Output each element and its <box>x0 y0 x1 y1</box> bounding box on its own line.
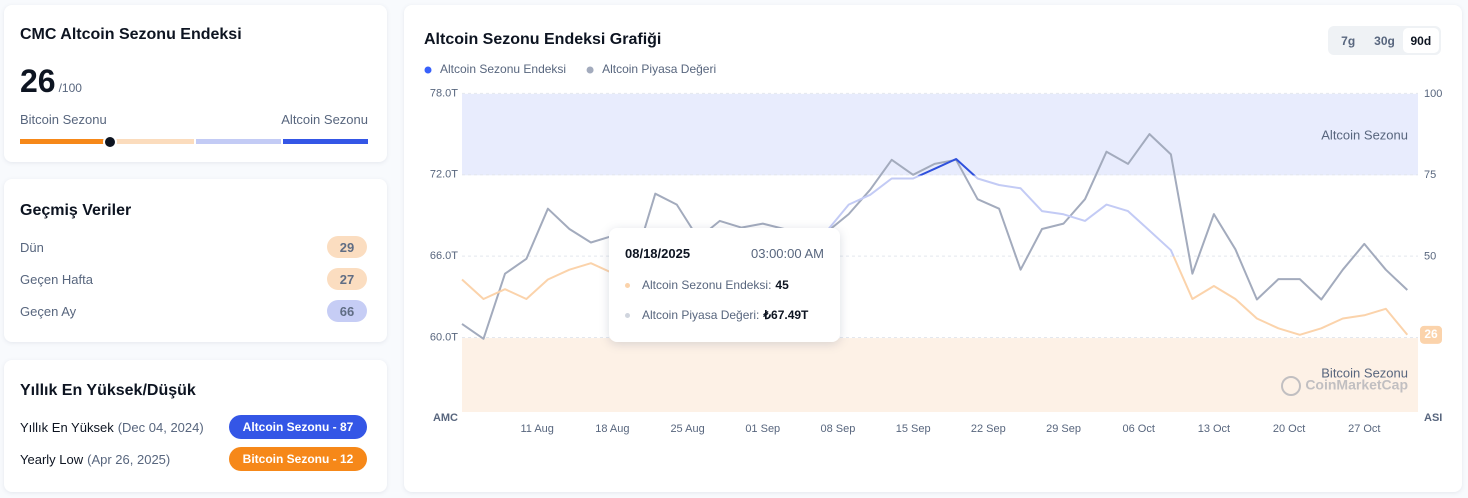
yearly-row: Yıllık En Yüksek (Dec 04, 2024) Altcoin Se… <box>20 415 367 439</box>
tooltip-dot <box>625 312 630 318</box>
summary-score: 26 /100 <box>20 63 82 100</box>
score-value: 26 <box>20 63 56 99</box>
y2-tick-label: 50 <box>1424 251 1436 263</box>
yearly-text: Yıllık En Yüksek (Dec 04, 2024) <box>20 420 204 435</box>
gauge-segment <box>109 139 194 144</box>
tooltip-value: 45 <box>775 278 789 292</box>
range-button[interactable]: 90d <box>1402 28 1439 53</box>
x-tick-label: 29 Sep <box>1046 423 1081 435</box>
x-tick-label: 13 Oct <box>1198 423 1230 435</box>
history-label: Geçen Hafta <box>20 271 93 287</box>
score-scale: /100 <box>58 81 82 95</box>
yearly-date: (Dec 04, 2024) <box>117 419 204 435</box>
yearly-label: Yıllık En Yüksek <box>20 419 114 435</box>
history-badge: 27 <box>327 268 367 290</box>
y-tick-label: 66.0T <box>430 250 458 262</box>
history-badge: 66 <box>327 300 367 322</box>
tooltip-date: 08/18/2025 <box>625 246 691 261</box>
gauge-marker <box>103 135 118 149</box>
series-line <box>461 158 1409 336</box>
y-axis-label: AMC <box>433 412 458 424</box>
range-button[interactable]: 7g <box>1341 33 1356 48</box>
history-label: Geçen Ay <box>20 303 77 319</box>
tooltip-row: Altcoin Piyasa Değeri: ₺67.49T <box>625 308 808 322</box>
chart-card: Altcoin Sezonu Endeksi Grafiği Altcoin S… <box>404 5 1462 492</box>
x-tick-label: 22 Sep <box>971 423 1006 435</box>
gauge <box>20 135 368 149</box>
history-badge: 29 <box>327 236 367 258</box>
y2-axis-label: ASI <box>1424 412 1442 424</box>
x-tick-label: 18 Aug <box>595 423 629 435</box>
x-tick-label: 08 Sep <box>821 423 856 435</box>
x-tick-label: 11 Aug <box>520 423 553 435</box>
yearly-date: (Apr 26, 2025) <box>87 451 171 467</box>
history-label: Dün <box>20 239 44 255</box>
history-row: Geçen Hafta 27 <box>20 267 367 291</box>
y-tick-label: 78.0T <box>430 87 458 99</box>
gauge-segment <box>20 139 107 144</box>
watermark-logo <box>1281 376 1301 396</box>
history-card: Geçmiş Veriler Dün 29 Geçen Hafta 27 Geçen A… <box>4 179 387 342</box>
yearly-badge: Bitcoin Sezonu - 12 <box>229 447 367 471</box>
yearly-title: Yıllık En Yüksek/Düşük <box>20 382 196 399</box>
history-row: Dün 29 <box>20 235 367 259</box>
y2-tick-label: 100 <box>1424 88 1442 100</box>
season-band <box>462 93 1418 176</box>
summary-card: CMC Altcoin Sezonu Endeksi 26 /100 Bitco… <box>4 5 387 162</box>
yearly-badge: Altcoin Sezonu - 87 <box>229 415 367 439</box>
x-tick-label: 15 Sep <box>896 423 931 435</box>
x-tick-label: 27 Oct <box>1348 423 1380 435</box>
yearly-row: Yearly Low (Apr 26, 2025) Bitcoin Sezonu -… <box>20 447 367 471</box>
y-tick-label: 60.0T <box>430 331 458 343</box>
y2-tick-label: 75 <box>1424 169 1436 181</box>
current-badge: 26 <box>1424 327 1438 341</box>
x-tick-label: 01 Sep <box>745 423 780 435</box>
x-tick-label: 06 Oct <box>1123 423 1155 435</box>
tooltip-value: ₺67.49T <box>763 308 809 322</box>
band-label: Altcoin Sezonu <box>1321 127 1408 142</box>
range-button[interactable]: 30g <box>1374 33 1395 48</box>
watermark-text: CoinMarketCap <box>1305 377 1408 393</box>
gauge-right-label: Altcoin Sezonu <box>281 112 368 127</box>
watermark: CoinMarketCap <box>1281 376 1408 396</box>
tooltip-dot <box>625 282 630 288</box>
gauge-segment <box>196 139 281 144</box>
band-label: Bitcoin Sezonu <box>1321 365 1408 380</box>
tooltip-time: 03:00:00 AM <box>751 246 824 261</box>
tooltip-label: Altcoin Piyasa Değeri: <box>642 308 760 322</box>
season-band <box>462 338 1418 412</box>
history-row: Geçen Ay 66 <box>20 299 367 323</box>
legend-dot <box>424 66 432 74</box>
tooltip-row: Altcoin Sezonu Endeksi: 45 <box>625 278 789 292</box>
x-tick-label: 25 Aug <box>670 423 704 435</box>
legend-label: Altcoin Sezonu Endeksi <box>440 62 566 76</box>
chart-title: Altcoin Sezonu Endeksi Grafiği <box>424 31 661 48</box>
range-buttons: 7g 30g 90d <box>1328 26 1441 55</box>
y-tick-label: 72.0T <box>430 169 458 181</box>
gauge-segment <box>283 139 368 144</box>
chart: Altcoin Sezonu Endeksi Grafiği Altcoin S… <box>424 31 1442 435</box>
gauge-left-label: Bitcoin Sezonu <box>20 112 107 127</box>
yearly-label: Yearly Low <box>20 451 84 467</box>
legend-dot <box>586 66 594 74</box>
yearly-text: Yearly Low (Apr 26, 2025) <box>20 452 170 467</box>
x-tick-label: 20 Oct <box>1273 423 1305 435</box>
current-badge-bg <box>1420 325 1442 344</box>
legend-label: Altcoin Piyasa Değeri <box>602 62 716 76</box>
tooltip: 08/18/2025 03:00:00 AM Altcoin Sezonu En… <box>609 228 840 342</box>
tooltip-label: Altcoin Sezonu Endeksi: <box>642 278 772 292</box>
history-title: Geçmiş Veriler <box>20 202 132 219</box>
summary-title: CMC Altcoin Sezonu Endeksi <box>20 26 242 43</box>
yearly-card: Yıllık En Yüksek/Düşük Yıllık En Yüksek(… <box>4 360 387 492</box>
